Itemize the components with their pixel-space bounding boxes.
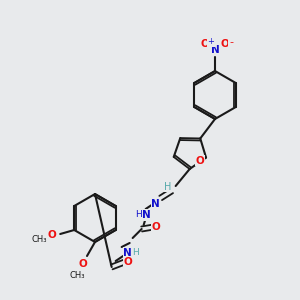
Text: N: N — [142, 210, 151, 220]
Text: O: O — [220, 39, 230, 49]
Text: -: - — [229, 37, 233, 47]
Text: O: O — [123, 257, 132, 267]
Text: CH₃: CH₃ — [32, 236, 47, 244]
Text: O: O — [79, 259, 87, 269]
Text: N: N — [151, 199, 160, 209]
Text: H: H — [132, 248, 139, 257]
Text: +: + — [208, 38, 214, 46]
Text: O: O — [48, 230, 57, 240]
Text: CH₃: CH₃ — [69, 271, 85, 280]
Text: H: H — [164, 182, 171, 192]
Text: N: N — [211, 45, 219, 55]
Text: O: O — [151, 222, 160, 232]
Text: H: H — [135, 211, 142, 220]
Text: N: N — [123, 248, 132, 258]
Text: O: O — [201, 39, 209, 49]
Text: O: O — [196, 156, 204, 166]
